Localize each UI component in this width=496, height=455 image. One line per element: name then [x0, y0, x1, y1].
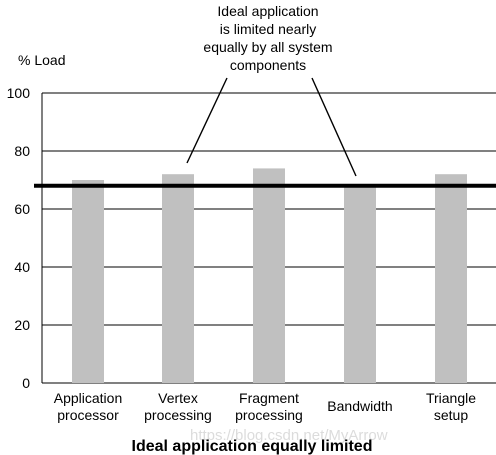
y-axis-label: % Load [18, 52, 65, 68]
annotation-text: components [230, 57, 306, 73]
category-label: Bandwidth [327, 398, 392, 414]
category-label: Vertex [158, 390, 198, 406]
category-label: processor [57, 407, 119, 423]
category-label: Fragment [239, 390, 299, 406]
y-tick-label: 0 [22, 375, 30, 391]
category-labels: ApplicationprocessorVertexprocessingFrag… [54, 390, 476, 423]
watermark: https://blog.csdn.net/MyArrow [190, 427, 388, 444]
y-tick-labels: 0 20 40 60 80 100 [7, 85, 31, 391]
bar [72, 180, 104, 383]
y-tick-label: 60 [14, 201, 30, 217]
chart-title: Ideal application equally limited [132, 438, 373, 455]
category-label: Application [54, 390, 123, 406]
category-label: processing [144, 407, 212, 423]
y-tick-label: 20 [14, 317, 30, 333]
y-tick-label: 40 [14, 259, 30, 275]
y-tick-label: 80 [14, 143, 30, 159]
annotation-text: is limited nearly [220, 21, 316, 37]
annotation: Ideal application is limited nearly equall… [186, 3, 357, 177]
y-tick-label: 100 [7, 85, 31, 101]
bar [253, 168, 285, 383]
annotation-pointer [186, 77, 228, 164]
category-label: processing [235, 407, 303, 423]
annotation-pointer [311, 77, 357, 177]
annotation-text: Ideal application [217, 3, 318, 19]
annotation-text: equally by all system [203, 39, 332, 55]
bar [162, 174, 194, 383]
bars [72, 168, 467, 383]
category-label: setup [434, 407, 468, 423]
category-label: Triangle [426, 390, 476, 406]
bar [435, 174, 467, 383]
bar [344, 185, 376, 383]
